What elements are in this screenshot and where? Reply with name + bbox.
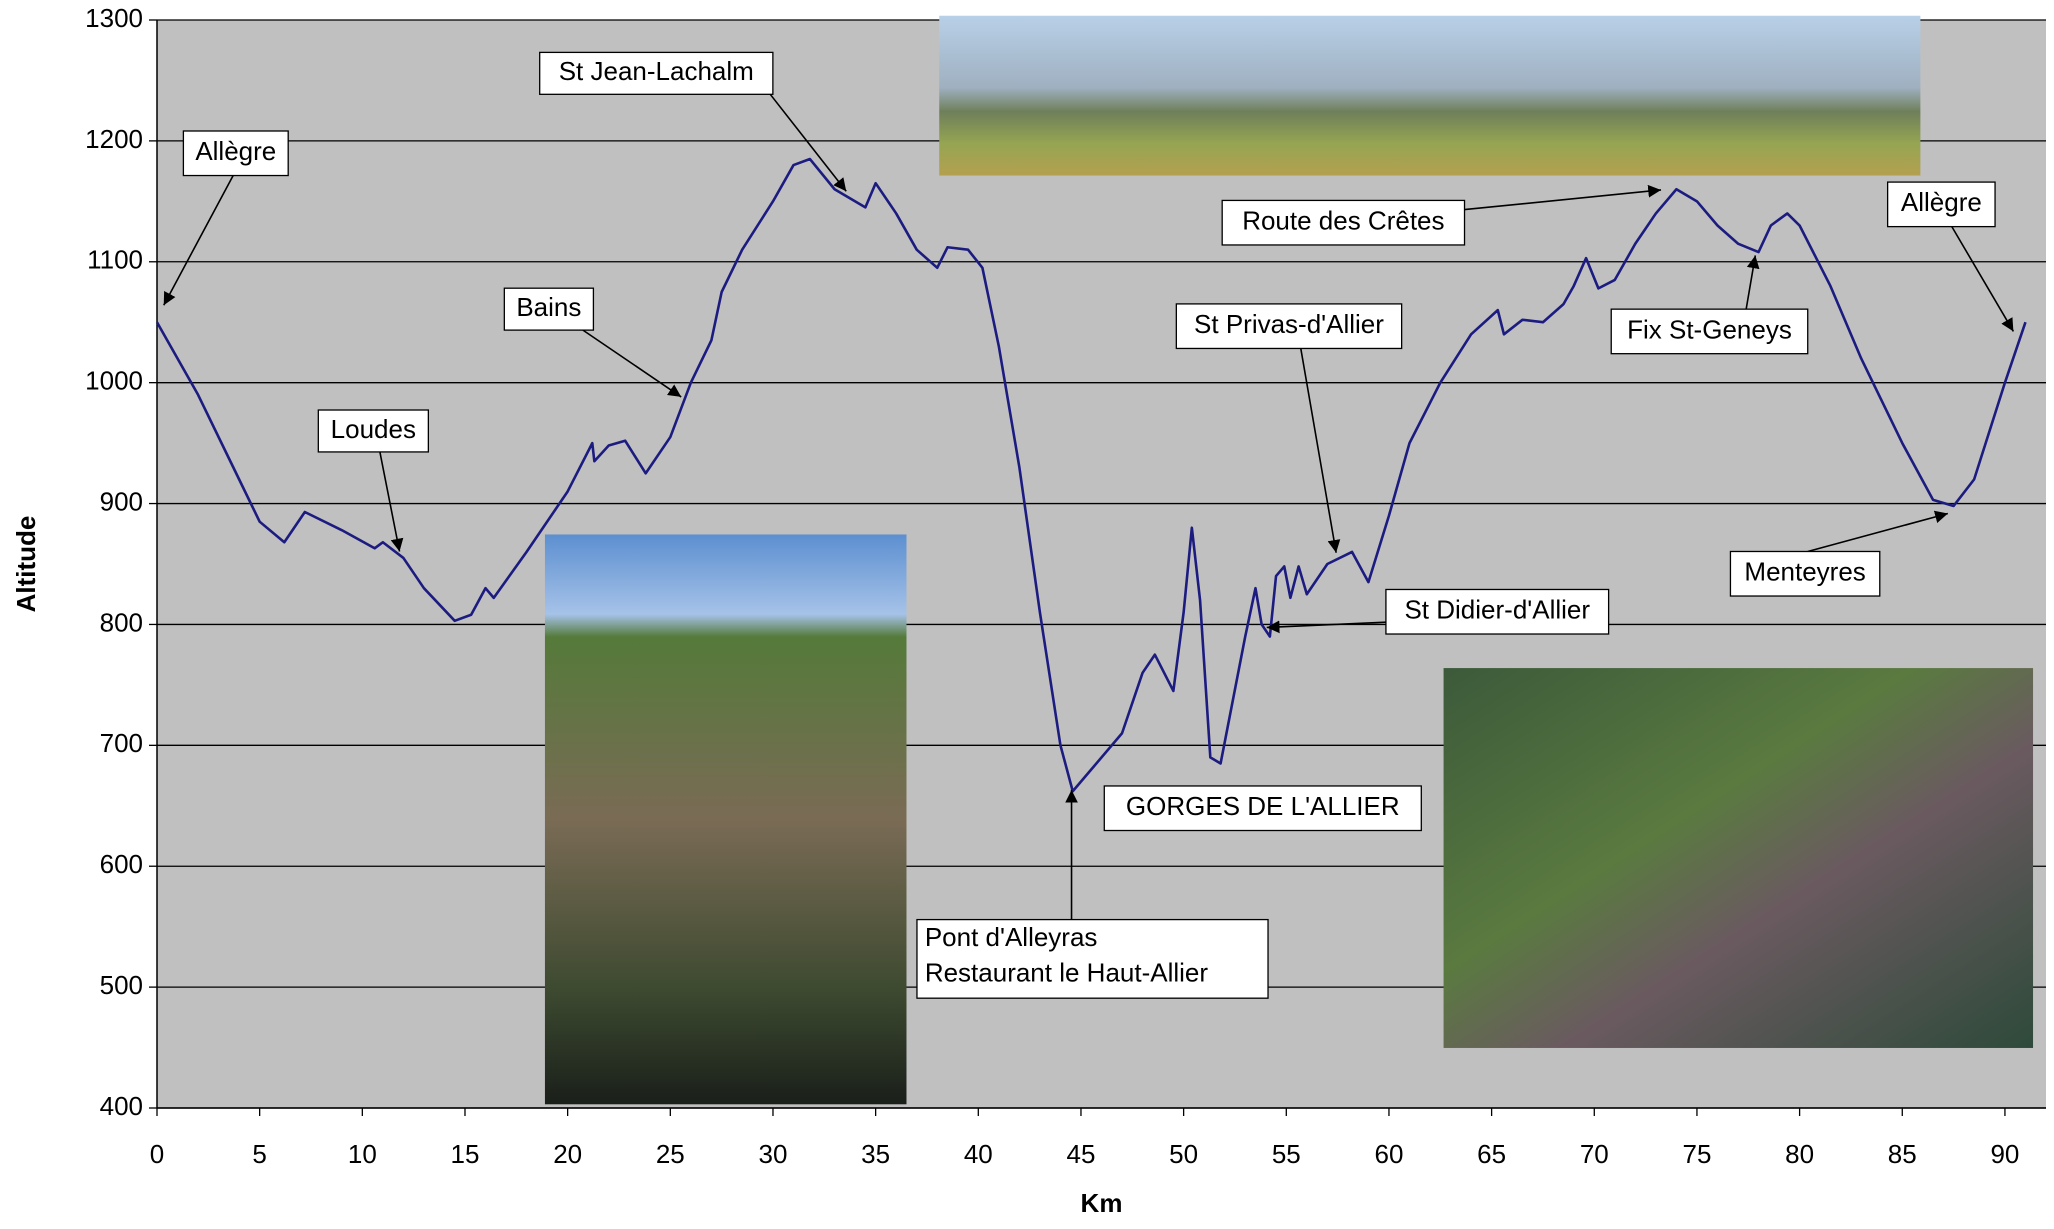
annotation-text: Restaurant le Haut-Allier [925, 957, 1209, 987]
annotation-text: GORGES DE L'ALLIER [1126, 791, 1400, 821]
x-tick-label: 40 [964, 1139, 993, 1169]
x-tick-label: 5 [252, 1139, 266, 1169]
annotation-text: Route des Crêtes [1242, 206, 1444, 236]
y-tick-label: 900 [100, 486, 143, 516]
annotation-text: St Privas-d'Allier [1194, 309, 1384, 339]
annotation-text: Fix St-Geneys [1627, 314, 1792, 344]
y-axis-label: Altitude [11, 516, 41, 613]
annotation-text: Loudes [331, 414, 416, 444]
annotation-text: St Didier-d'Allier [1404, 595, 1590, 625]
annotation-text: Bains [516, 292, 581, 322]
x-tick-label: 30 [759, 1139, 788, 1169]
x-tick-label: 55 [1272, 1139, 1301, 1169]
x-axis-label: Km [1081, 1188, 1123, 1218]
x-tick-label: 70 [1580, 1139, 1609, 1169]
x-tick-label: 15 [451, 1139, 480, 1169]
annotation-text: Allègre [1901, 187, 1982, 217]
y-tick-label: 800 [100, 607, 143, 637]
page: {"chart_data": {"type": "line", "xlabel"… [0, 0, 2054, 1229]
annotation-text: Menteyres [1744, 557, 1865, 587]
x-tick-label: 25 [656, 1139, 685, 1169]
photo [939, 16, 1920, 176]
y-tick-label: 600 [100, 849, 143, 879]
y-tick-label: 1200 [85, 124, 143, 154]
x-tick-label: 20 [553, 1139, 582, 1169]
y-tick-label: 500 [100, 970, 143, 1000]
x-tick-label: 10 [348, 1139, 377, 1169]
x-tick-label: 50 [1169, 1139, 1198, 1169]
x-tick-label: 65 [1477, 1139, 1506, 1169]
x-tick-label: 80 [1785, 1139, 1814, 1169]
x-tick-label: 45 [1067, 1139, 1096, 1169]
x-tick-label: 60 [1374, 1139, 1403, 1169]
y-tick-label: 1100 [87, 245, 143, 275]
annotation-text: St Jean-Lachalm [559, 56, 754, 86]
chart: 400 500 600 700 800 900 1000 1100 1200 1300 0 5 10 15… [0, 0, 2054, 1224]
y-tick-label: 700 [100, 728, 143, 758]
y-tick-label: 1000 [85, 366, 143, 396]
x-tick-label: 0 [150, 1139, 164, 1169]
x-tick-label: 90 [1990, 1139, 2019, 1169]
y-tick-label: 1300 [85, 3, 143, 33]
y-tick-label: 400 [100, 1091, 143, 1121]
x-tick-label: 35 [861, 1139, 890, 1169]
photo [545, 534, 907, 1104]
x-tick-label: 75 [1682, 1139, 1711, 1169]
annotation-text: Allègre [195, 136, 276, 166]
x-tick-label: 85 [1888, 1139, 1917, 1169]
photo [1444, 668, 2033, 1048]
annotation-text: Pont d'Alleyras [925, 922, 1098, 952]
